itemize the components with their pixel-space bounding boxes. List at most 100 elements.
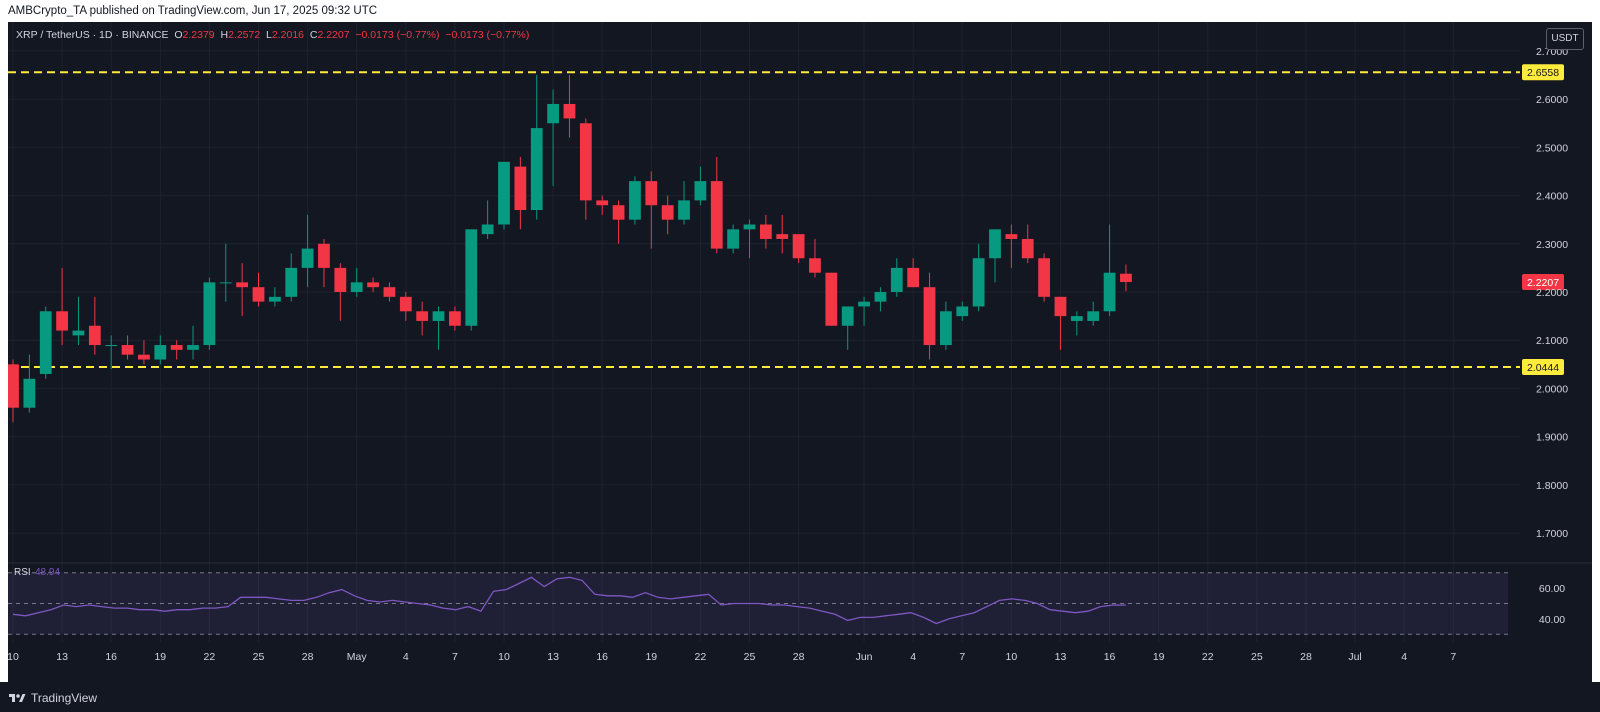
tradingview-logo-icon: [9, 694, 26, 702]
candle-body[interactable]: [498, 161, 510, 225]
candle-body[interactable]: [792, 234, 805, 259]
candle-body[interactable]: [629, 181, 641, 220]
candle-body[interactable]: [1021, 238, 1034, 259]
candle-body[interactable]: [105, 345, 118, 347]
candle-body[interactable]: [1038, 258, 1050, 297]
candle-body[interactable]: [596, 200, 609, 206]
rsi-title: RSI: [14, 567, 31, 578]
tradingview-brand: TradingView: [31, 691, 98, 705]
chart-canvas[interactable]: 60.00 40.00 RSI 48.94 2.6558 2.0444 2.2207 2.…: [8, 22, 1592, 682]
time-tick-label: 10: [8, 651, 19, 663]
candle-body[interactable]: [416, 311, 429, 321]
candle-body[interactable]: [972, 258, 985, 307]
candle-body[interactable]: [923, 287, 936, 346]
candle-body[interactable]: [579, 123, 592, 201]
candle-body[interactable]: [236, 282, 249, 288]
level-price-label: 2.6558: [1527, 67, 1559, 79]
horizontal-levels[interactable]: 2.6558 2.0444 2.2207: [8, 64, 1564, 376]
candle-body[interactable]: [318, 243, 330, 268]
time-tick-label: 16: [1104, 651, 1116, 663]
candle-body[interactable]: [1103, 272, 1116, 312]
candle-body[interactable]: [661, 205, 674, 220]
time-tick-label: 25: [744, 651, 756, 663]
candle-body[interactable]: [1120, 273, 1132, 283]
low-value: 2.2016: [271, 29, 305, 41]
price-tick-label: 2.0000: [1536, 383, 1568, 395]
candle-body[interactable]: [1005, 234, 1018, 239]
open-label: O: [174, 29, 183, 41]
candle-body[interactable]: [890, 267, 903, 292]
candle-body[interactable]: [1054, 296, 1067, 317]
rsi-line[interactable]: [12, 576, 1126, 625]
candle-body[interactable]: [612, 205, 625, 220]
chart-frame[interactable]: 60.00 40.00 RSI 48.94 2.6558 2.0444 2.2207 2.…: [8, 22, 1592, 682]
symbol-name[interactable]: XRP / TetherUS · 1D · BINANCE: [16, 29, 169, 41]
candle-body[interactable]: [56, 311, 68, 331]
candle-body[interactable]: [268, 296, 281, 302]
time-tick-label: 13: [547, 651, 559, 663]
candle-body[interactable]: [940, 311, 952, 346]
candle-body[interactable]: [825, 272, 838, 326]
high-value: 2.2572: [228, 29, 261, 41]
candle-body[interactable]: [367, 282, 379, 288]
candle-body[interactable]: [809, 258, 821, 273]
low-label: L: [266, 29, 272, 41]
candle-body[interactable]: [514, 166, 527, 211]
candle-body[interactable]: [252, 287, 265, 302]
tradingview-logo[interactable]: TradingView: [8, 690, 97, 706]
candle-body[interactable]: [72, 330, 85, 336]
candle-body[interactable]: [563, 103, 576, 119]
candle-body[interactable]: [858, 301, 870, 307]
candle-body[interactable]: [956, 306, 969, 317]
candle-body[interactable]: [154, 345, 167, 360]
currency-button[interactable]: USDT: [1546, 28, 1584, 50]
candle-body[interactable]: [989, 229, 1001, 259]
price-tick-label: 1.9000: [1536, 432, 1568, 444]
time-tick-label: 19: [645, 651, 657, 663]
candle-body[interactable]: [874, 292, 887, 302]
candle-body[interactable]: [645, 181, 658, 206]
candle-body[interactable]: [138, 354, 150, 360]
candle-body[interactable]: [399, 296, 412, 312]
time-tick-label: 13: [1055, 651, 1067, 663]
candle-body[interactable]: [203, 282, 216, 346]
candle-body[interactable]: [449, 311, 461, 326]
candle-body[interactable]: [727, 229, 740, 249]
candle-body[interactable]: [710, 181, 723, 249]
candle-body[interactable]: [547, 103, 559, 124]
candle-body[interactable]: [678, 200, 690, 220]
candle-body[interactable]: [170, 345, 183, 350]
candle-body[interactable]: [8, 364, 19, 408]
candle-body[interactable]: [1070, 316, 1083, 321]
candle-body[interactable]: [841, 306, 854, 326]
candle-body[interactable]: [301, 248, 314, 268]
candle-body[interactable]: [743, 224, 756, 230]
time-tick-label: 13: [56, 651, 68, 663]
candle-body[interactable]: [285, 267, 298, 297]
candle-body[interactable]: [383, 287, 396, 297]
rsi-tick-label: 40.00: [1539, 614, 1565, 626]
candle-body[interactable]: [465, 229, 478, 326]
candle-body[interactable]: [219, 282, 232, 284]
level-price-tag: [1522, 359, 1564, 376]
candle-body[interactable]: [530, 128, 543, 211]
candle-body[interactable]: [759, 224, 772, 239]
candle-body[interactable]: [88, 325, 101, 346]
candle-body[interactable]: [187, 345, 199, 350]
candle-body[interactable]: [334, 267, 347, 292]
candle-body[interactable]: [481, 224, 494, 235]
candle-body[interactable]: [432, 311, 445, 321]
candle-body[interactable]: [350, 282, 363, 292]
rsi-value: 48.94: [35, 567, 60, 578]
price-tick-label: 2.1000: [1536, 335, 1568, 347]
candle-body[interactable]: [1087, 311, 1100, 321]
candle-body[interactable]: [39, 311, 52, 374]
candle-body[interactable]: [776, 234, 789, 239]
time-tick-label: 4: [1401, 651, 1407, 663]
candlestick-series[interactable]: [8, 75, 1132, 423]
candle-body[interactable]: [23, 378, 36, 408]
candle-body[interactable]: [907, 267, 920, 288]
candle-body[interactable]: [121, 345, 134, 355]
close-label: C: [309, 29, 318, 41]
candle-body[interactable]: [694, 181, 707, 201]
